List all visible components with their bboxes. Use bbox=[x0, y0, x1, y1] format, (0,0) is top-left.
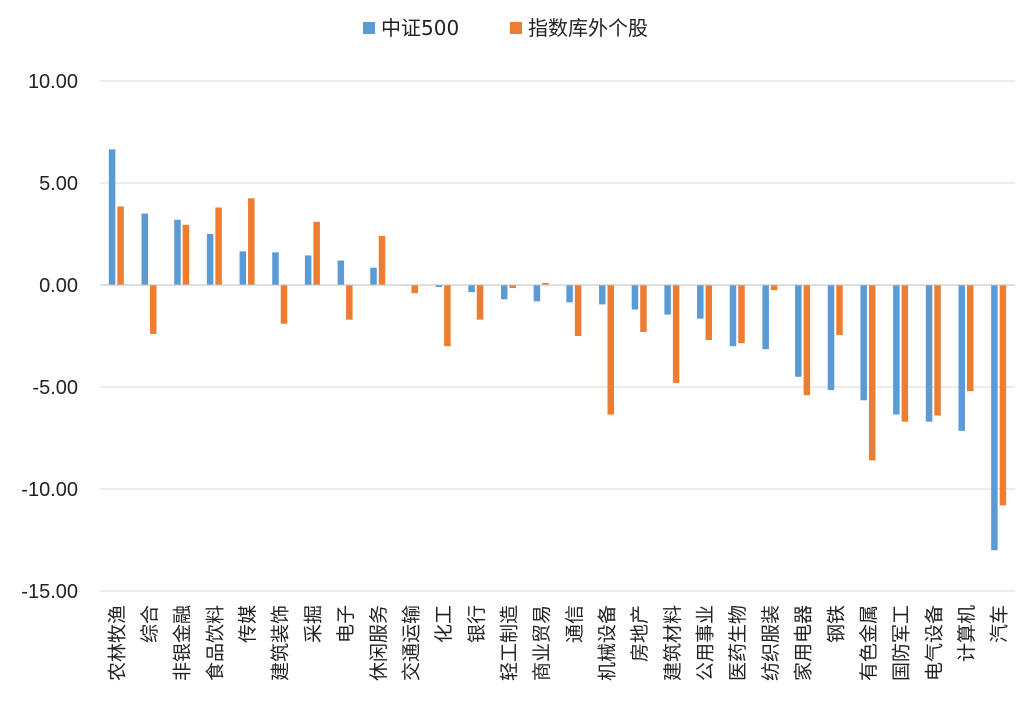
category-label: 银行 bbox=[466, 605, 488, 643]
bar-series-1 bbox=[206, 234, 214, 285]
bar-series-2 bbox=[966, 285, 974, 392]
category-label: 化工 bbox=[433, 605, 455, 643]
bar-series-1 bbox=[893, 285, 900, 415]
bar-series-1 bbox=[566, 285, 573, 303]
bar-series-2 bbox=[117, 206, 124, 285]
bar-series-2 bbox=[672, 285, 680, 383]
gridlines bbox=[100, 80, 1015, 592]
bar-series-2 bbox=[770, 285, 778, 291]
bar-series-1 bbox=[762, 285, 769, 350]
y-tick-label: -15.00 bbox=[21, 581, 78, 603]
bar-series-2 bbox=[215, 207, 222, 285]
bar-series-2 bbox=[248, 198, 255, 285]
category-label: 通信 bbox=[564, 605, 586, 643]
bar-series-1 bbox=[631, 285, 639, 310]
bar-series-2 bbox=[901, 285, 909, 422]
bar-series-1 bbox=[108, 149, 116, 285]
bar-series-1 bbox=[533, 285, 541, 302]
bar-series-2 bbox=[574, 285, 582, 336]
category-label: 钢铁 bbox=[825, 605, 847, 643]
bar-series-2 bbox=[313, 221, 320, 285]
category-label: 有色金属 bbox=[858, 605, 880, 681]
category-label: 轻工制造 bbox=[498, 605, 520, 681]
category-label: 家用电器 bbox=[793, 605, 815, 681]
bar-series-1 bbox=[599, 285, 606, 305]
bar-series-1 bbox=[141, 213, 149, 285]
bar-series-2 bbox=[934, 285, 941, 416]
y-tick-label: -10.00 bbox=[21, 479, 78, 501]
category-labels: 农林牧渔 综合 非银金融 食品饮料 传媒 建筑装饰 采掘 电子 休闲服务 交通运输 化工 银行 轻工制造… bbox=[106, 605, 1010, 681]
bar-series-2 bbox=[346, 285, 353, 320]
y-tick-label: 0.00 bbox=[39, 275, 78, 297]
bar-series-1 bbox=[272, 252, 279, 285]
bar-series-2 bbox=[150, 285, 157, 334]
bar-series-2 bbox=[640, 285, 647, 332]
bar-series-1 bbox=[239, 251, 247, 285]
legend-swatch-series-1 bbox=[363, 22, 375, 34]
y-tick-label: -5.00 bbox=[32, 377, 78, 399]
category-label: 传媒 bbox=[237, 605, 259, 643]
category-label: 食品饮料 bbox=[204, 605, 226, 681]
y-axis-tick-labels: 10.00 5.00 0.00 -5.00 -10.00 -15.00 bbox=[21, 71, 78, 603]
bar-series-1 bbox=[337, 260, 345, 285]
category-label: 商业贸易 bbox=[531, 605, 553, 681]
bar-series-1 bbox=[925, 285, 933, 422]
bar-series-1 bbox=[958, 285, 965, 431]
bar-series-2 bbox=[868, 285, 876, 461]
category-label: 国防军工 bbox=[891, 605, 913, 681]
bar-series-2 bbox=[607, 285, 615, 415]
bar-series-1 bbox=[435, 285, 443, 288]
category-label: 建筑装饰 bbox=[270, 605, 292, 681]
bar-series-2 bbox=[280, 285, 288, 324]
bar-series-1 bbox=[370, 267, 377, 285]
bar-series-1 bbox=[827, 285, 835, 391]
bar-series-1 bbox=[991, 285, 998, 551]
bar-series-2 bbox=[803, 285, 811, 396]
y-tick-label: 5.00 bbox=[39, 173, 78, 195]
category-label: 电气设备 bbox=[923, 605, 945, 681]
legend-label-series-1: 中证500 bbox=[381, 16, 459, 40]
bar-series-1 bbox=[174, 219, 181, 285]
legend-label-series-2: 指数库外个股 bbox=[528, 16, 648, 40]
category-label: 机械设备 bbox=[597, 605, 619, 681]
category-label: 纺织服装 bbox=[760, 605, 782, 681]
category-label: 综合 bbox=[139, 605, 161, 643]
bars bbox=[108, 149, 1007, 551]
bar-series-2 bbox=[444, 285, 451, 347]
bar-series-2 bbox=[411, 285, 418, 294]
legend-swatch-series-2 bbox=[510, 22, 522, 34]
category-label: 电子 bbox=[335, 605, 357, 643]
category-label: 采掘 bbox=[302, 605, 324, 643]
bar-series-1 bbox=[860, 285, 867, 401]
bar-series-2 bbox=[182, 224, 190, 285]
bar-series-1 bbox=[304, 255, 312, 285]
bar-series-2 bbox=[542, 282, 549, 285]
bar-series-1 bbox=[468, 285, 475, 293]
legend: 中证500 指数库外个股 bbox=[363, 16, 648, 40]
category-label: 非银金融 bbox=[172, 605, 194, 681]
bar-series-1 bbox=[795, 285, 802, 377]
bar-series-2 bbox=[999, 285, 1007, 506]
bar-series-2 bbox=[378, 236, 386, 285]
y-tick-label: 10.00 bbox=[28, 71, 78, 93]
category-label: 房地产 bbox=[629, 605, 651, 662]
bar-series-1 bbox=[697, 285, 704, 319]
bar-series-2 bbox=[705, 285, 713, 341]
category-label: 交通运输 bbox=[400, 605, 422, 681]
bar-series-2 bbox=[509, 285, 516, 289]
category-label: 公用事业 bbox=[695, 605, 717, 681]
bar-series-1 bbox=[664, 285, 671, 315]
bar-series-1 bbox=[729, 285, 737, 347]
bar-series-2 bbox=[836, 285, 843, 335]
category-label: 农林牧渔 bbox=[106, 605, 128, 681]
category-label: 计算机 bbox=[956, 605, 978, 662]
bar-series-2 bbox=[476, 285, 484, 320]
category-label: 建筑材料 bbox=[662, 605, 684, 681]
bar-series-1 bbox=[500, 285, 508, 300]
bar-series-2 bbox=[738, 285, 745, 344]
category-label: 医药生物 bbox=[727, 605, 749, 681]
category-label: 休闲服务 bbox=[368, 605, 390, 681]
category-label: 汽车 bbox=[989, 605, 1011, 643]
